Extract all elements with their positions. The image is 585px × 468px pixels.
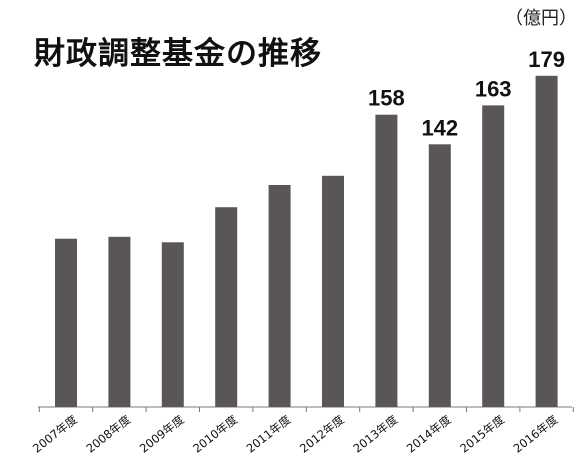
data-label: 158 <box>368 86 405 111</box>
bar-2009年度 <box>161 242 184 407</box>
x-tick-label: 2012年度 <box>297 412 347 456</box>
x-tick-label: 2011年度 <box>244 412 294 456</box>
bar-2007年度 <box>55 238 77 407</box>
x-tick-label: 2013年度 <box>350 412 400 456</box>
x-tick-label: 2008年度 <box>83 412 133 456</box>
chart-title: 財政調整基金の推移 <box>34 36 322 72</box>
bar-2015年度 <box>482 105 505 408</box>
x-tick-label: 2007年度 <box>30 412 80 456</box>
data-label: 163 <box>475 76 512 101</box>
bar-2014年度 <box>428 144 451 408</box>
x-tick-label: 2009年度 <box>137 412 187 456</box>
bar-2011年度 <box>268 185 291 407</box>
x-tick-label: 2014年度 <box>404 412 454 456</box>
bar-2008年度 <box>108 236 131 407</box>
bar-2012年度 <box>322 175 344 408</box>
bar-2010年度 <box>215 207 238 407</box>
x-tick-label: 2016年度 <box>511 412 561 456</box>
bar-2013年度 <box>375 114 398 407</box>
unit-label: （億円） <box>505 8 577 29</box>
data-label: 179 <box>528 47 565 72</box>
x-tick-label: 2010年度 <box>190 412 240 456</box>
bar-2016年度 <box>535 75 558 408</box>
x-tick-label: 2015年度 <box>457 412 507 456</box>
data-label: 142 <box>421 115 458 140</box>
